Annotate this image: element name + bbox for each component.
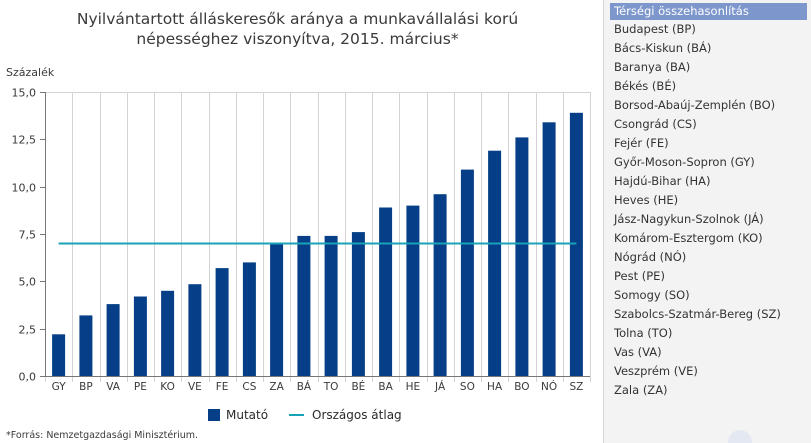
x-tick-label: SO bbox=[460, 381, 475, 393]
bar-ZA bbox=[270, 243, 284, 376]
bar-HE bbox=[406, 205, 420, 376]
x-tick-label: NÓ bbox=[541, 380, 557, 393]
sidebar-item-6[interactable]: Fejér (FE) bbox=[614, 136, 669, 150]
sidebar-item-13[interactable]: Pest (PE) bbox=[614, 269, 665, 283]
sidebar-item-8[interactable]: Hajdú-Bihar (HA) bbox=[614, 174, 711, 188]
bar-BO bbox=[515, 137, 529, 376]
chart-legend: Mutató Országos átlag bbox=[0, 406, 600, 424]
sidebar-item-4[interactable]: Borsod-Abaúj-Zemplén (BO) bbox=[614, 98, 776, 112]
y-tick-label: 12,5 bbox=[12, 134, 37, 147]
bar-CS bbox=[242, 262, 256, 376]
bar-FE bbox=[215, 268, 229, 376]
bar-VA bbox=[106, 304, 120, 376]
bar-PE bbox=[133, 296, 147, 376]
sidebar-header-regional-comparison[interactable]: Térségi összehasonlítás bbox=[610, 3, 807, 20]
x-tick-label: GY bbox=[52, 381, 67, 393]
sidebar-item-5[interactable]: Csongrád (CS) bbox=[614, 117, 697, 131]
sidebar-item-15[interactable]: Szabolcs-Szatmár-Bereg (SZ) bbox=[614, 307, 781, 321]
y-tick-label: 15,0 bbox=[12, 87, 37, 100]
chart-area: Nyilvántartott álláskeresők aránya a mun… bbox=[0, 10, 600, 441]
x-tick-label: KO bbox=[160, 381, 175, 393]
x-tick-label: VE bbox=[188, 381, 202, 393]
x-tick-label: ZA bbox=[269, 381, 284, 393]
source-note: *Forrás: Nemzetgazdasági Minisztérium. bbox=[6, 430, 199, 441]
x-tick-label: VA bbox=[106, 381, 121, 393]
y-axis-label: Százalék bbox=[6, 66, 55, 79]
y-tick-label: 7,5 bbox=[19, 229, 37, 242]
legend-label-orszagos-atlag: Országos átlag bbox=[312, 408, 402, 422]
scroll-indicator bbox=[728, 430, 752, 443]
sidebar-item-12[interactable]: Nógrád (NÓ) bbox=[614, 250, 687, 264]
x-tick-label: BO bbox=[514, 381, 529, 393]
sidebar-item-2[interactable]: Baranya (BA) bbox=[614, 60, 691, 74]
bar-TO bbox=[324, 235, 338, 376]
legend-item-orszagos-atlag[interactable]: Országos átlag bbox=[289, 406, 402, 424]
region-list: Térségi összehasonlítás Budapest (BP) Bác… bbox=[604, 3, 811, 400]
sidebar-item-17[interactable]: Vas (VA) bbox=[614, 345, 662, 359]
sidebar-item-14[interactable]: Somogy (SO) bbox=[614, 288, 690, 302]
sidebar-item-10[interactable]: Jász-Nagykun-Szolnok (JÁ) bbox=[614, 212, 764, 226]
sidebar-item-11[interactable]: Komárom-Esztergom (KO) bbox=[614, 231, 763, 245]
bar-chart-plot: 0,0 2,5 5,0 7,5 10,0 12,5 15,0 GY BP VA PE KO VE FE CS… bbox=[12, 87, 591, 393]
bar-NÓ bbox=[542, 122, 556, 376]
y-tick-label: 2,5 bbox=[19, 324, 37, 337]
sidebar-item-19[interactable]: Zala (ZA) bbox=[614, 383, 668, 397]
y-tick-label: 0,0 bbox=[19, 371, 37, 384]
x-tick-label: BÉ bbox=[351, 380, 365, 393]
legend-line-swatch bbox=[289, 414, 304, 416]
x-tick-label: BA bbox=[378, 381, 393, 393]
sidebar-item-0[interactable]: Budapest (BP) bbox=[614, 22, 696, 36]
x-tick-label: PE bbox=[134, 381, 147, 393]
y-tick-label: 10,0 bbox=[12, 182, 37, 195]
x-tick-label: BP bbox=[79, 381, 93, 393]
x-tick-label: TO bbox=[323, 381, 339, 393]
sidebar-item-9[interactable]: Heves (HE) bbox=[614, 193, 679, 207]
bar-GY bbox=[52, 334, 66, 376]
x-tick-label: BÁ bbox=[297, 380, 312, 393]
x-tick-label: JÁ bbox=[434, 380, 446, 393]
bar-BÁ bbox=[297, 235, 311, 376]
y-tick-label: 5,0 bbox=[19, 276, 37, 289]
chart-title-line1: Nyilvántartott álláskeresők aránya a mun… bbox=[76, 10, 519, 28]
legend-bar-swatch bbox=[208, 409, 220, 421]
sidebar-item-1[interactable]: Bács-Kiskun (BÁ) bbox=[614, 41, 712, 55]
region-comparison-sidebar: Térségi összehasonlítás Budapest (BP) Bác… bbox=[603, 0, 811, 443]
sidebar-item-7[interactable]: Győr-Moson-Sopron (GY) bbox=[614, 155, 755, 169]
x-tick-label: HA bbox=[487, 381, 503, 393]
x-tick-label: FE bbox=[216, 381, 229, 393]
bar-JÁ bbox=[433, 194, 447, 376]
bar-SO bbox=[460, 169, 474, 376]
legend-item-mutato[interactable]: Mutató bbox=[208, 406, 268, 424]
bar-BA bbox=[379, 207, 393, 376]
chart-title-line2: népességhez viszonyítva, 2015. március* bbox=[136, 30, 459, 48]
sidebar-item-3[interactable]: Békés (BÉ) bbox=[614, 79, 677, 93]
sidebar-item-16[interactable]: Tolna (TO) bbox=[614, 326, 673, 340]
x-tick-label: HE bbox=[406, 381, 421, 393]
sidebar-item-18[interactable]: Veszprém (VE) bbox=[614, 364, 698, 378]
bar-BP bbox=[79, 315, 93, 376]
x-tick-label: SZ bbox=[569, 381, 583, 393]
bar-HA bbox=[488, 150, 502, 376]
x-tick-label: CS bbox=[242, 381, 256, 393]
bar-KO bbox=[161, 290, 175, 376]
bar-BÉ bbox=[351, 232, 365, 376]
bar-VE bbox=[188, 284, 202, 376]
legend-label-mutato: Mutató bbox=[226, 408, 269, 422]
